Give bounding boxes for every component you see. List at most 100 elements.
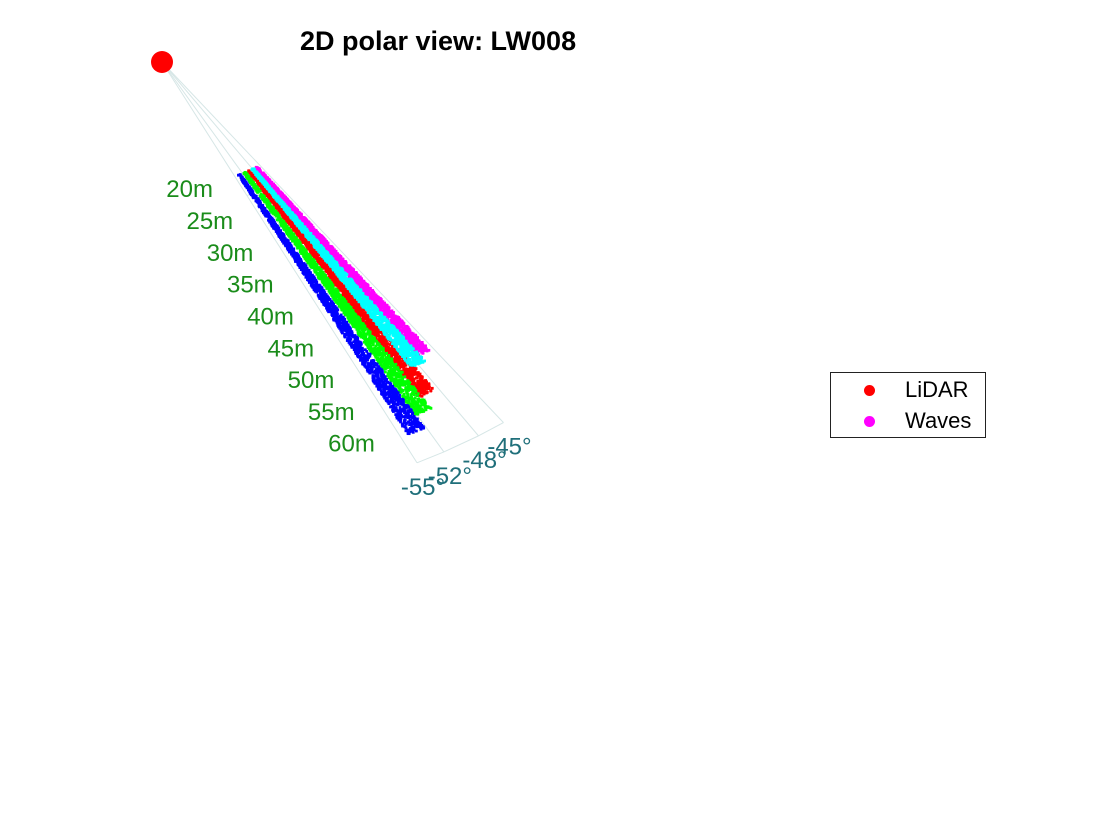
- data-point: [389, 329, 393, 333]
- data-point: [290, 208, 294, 212]
- data-point: [385, 335, 389, 339]
- data-point: [356, 313, 360, 317]
- data-point: [338, 276, 342, 280]
- data-point: [315, 271, 319, 275]
- data-point: [351, 305, 355, 309]
- data-point: [378, 317, 382, 321]
- data-point: [331, 259, 334, 262]
- data-point: [375, 316, 379, 319]
- data-point: [386, 309, 390, 313]
- data-point: [408, 363, 412, 367]
- data-point: [420, 344, 424, 347]
- data-point: [420, 382, 424, 386]
- data-point: [334, 250, 338, 254]
- data-point: [319, 239, 323, 242]
- data-point: [290, 211, 293, 214]
- data-point: [341, 277, 345, 280]
- data-point: [269, 198, 273, 202]
- data-point: [360, 295, 364, 299]
- data-point: [321, 261, 325, 265]
- data-point: [331, 249, 335, 252]
- data-point: [419, 379, 423, 383]
- data-point: [368, 287, 371, 291]
- data-point: [415, 388, 419, 392]
- data-point: [375, 334, 379, 338]
- data-point: [411, 375, 414, 379]
- data-point: [367, 306, 371, 309]
- data-point: [371, 328, 375, 332]
- data-point: [387, 345, 390, 349]
- data-point: [403, 334, 406, 338]
- data-point: [319, 263, 323, 267]
- data-point: [352, 282, 356, 286]
- data-point: [349, 277, 352, 281]
- data-point: [350, 292, 354, 295]
- data-point: [274, 192, 277, 196]
- data-point: [400, 348, 404, 352]
- data-point: [345, 267, 349, 271]
- data-point: [309, 246, 313, 250]
- data-point: [368, 311, 372, 315]
- data-point: [309, 245, 313, 249]
- data-point: [287, 212, 291, 216]
- data-point: [304, 224, 308, 228]
- data-point: [294, 212, 298, 216]
- data-point: [340, 257, 344, 261]
- data-point: [310, 224, 313, 228]
- data-point: [300, 219, 303, 223]
- data-point: [373, 316, 377, 319]
- data-point: [252, 176, 256, 179]
- data-point: [356, 281, 359, 285]
- data-point: [383, 301, 386, 305]
- data-point: [275, 190, 278, 193]
- data-point: [272, 184, 276, 188]
- data-point: [404, 333, 408, 337]
- data-point: [362, 317, 366, 321]
- data-point: [352, 307, 356, 311]
- data-point: [420, 387, 424, 391]
- data-point: [323, 257, 327, 261]
- data-point: [392, 353, 396, 356]
- data-point: [319, 233, 323, 237]
- data-point: [336, 259, 340, 263]
- data-point: [303, 236, 306, 239]
- data-point: [336, 254, 340, 257]
- data-point: [405, 368, 409, 372]
- data-point: [255, 178, 259, 182]
- data-point: [314, 234, 318, 238]
- data-point: [394, 357, 398, 361]
- data-point: [326, 247, 329, 251]
- data-point: [406, 371, 409, 375]
- data-point: [332, 277, 336, 281]
- data-point: [279, 199, 283, 203]
- data-point: [300, 233, 303, 237]
- data-point: [427, 382, 431, 386]
- data-point: [397, 342, 401, 346]
- data-point: [279, 202, 283, 206]
- data-point: [381, 302, 385, 306]
- data-point: [317, 232, 321, 236]
- data-point: [420, 356, 424, 359]
- data-point: [294, 226, 297, 229]
- data-point: [348, 267, 351, 270]
- data-point: [344, 264, 348, 268]
- data-point: [280, 196, 283, 200]
- data-point: [360, 277, 364, 281]
- data-point: [375, 325, 379, 329]
- data-point: [395, 347, 399, 351]
- data-point: [327, 261, 331, 265]
- data-point: [292, 226, 296, 230]
- data-point: [319, 262, 322, 266]
- data-point: [422, 392, 426, 396]
- data-point: [399, 356, 403, 360]
- data-point: [371, 322, 374, 326]
- data-point: [388, 343, 392, 346]
- data-point: [373, 307, 377, 310]
- data-point: [277, 200, 281, 203]
- data-point: [312, 250, 316, 254]
- data-point: [380, 320, 384, 324]
- data-point: [291, 220, 294, 224]
- data-point: [386, 328, 390, 332]
- data-point: [368, 323, 372, 326]
- data-point: [375, 298, 379, 302]
